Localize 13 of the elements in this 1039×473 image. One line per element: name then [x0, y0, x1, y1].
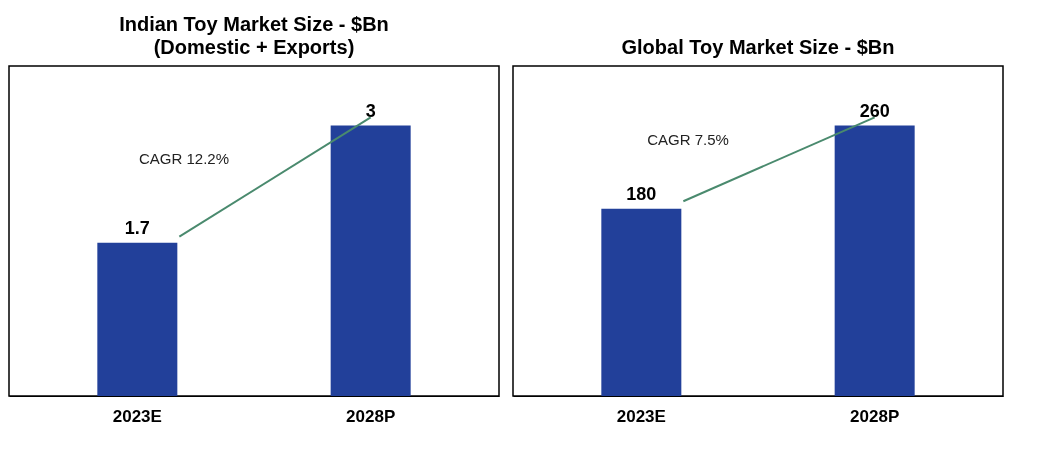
chart-title: Indian Toy Market Size - $Bn	[119, 13, 389, 35]
chart-subtitle: (Domestic + Exports)	[153, 36, 355, 58]
chart-title: Global Toy Market Size - $Bn	[621, 36, 895, 58]
data-label: 180	[626, 183, 657, 204]
data-label: 260	[859, 100, 890, 121]
data-label: 3	[365, 100, 376, 121]
x-tick-label: 2028P	[346, 406, 396, 426]
x-tick-label: 2023E	[112, 406, 162, 426]
data-label: 1.7	[124, 217, 150, 238]
annotation: CAGR 7.5%	[647, 130, 729, 148]
x-tick-label: 2028P	[850, 406, 900, 426]
annotation: CAGR 12.2%	[138, 149, 230, 167]
x-tick-label: 2023E	[616, 406, 666, 426]
